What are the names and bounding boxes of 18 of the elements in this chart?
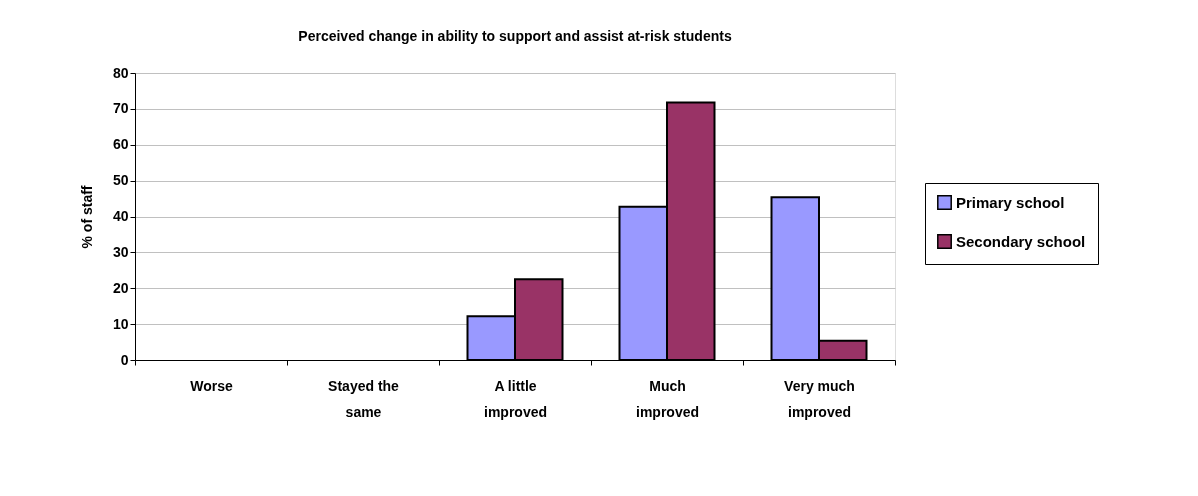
x-tick-label: Much improved: [635, 377, 700, 420]
y-tick-label: 0: [120, 351, 129, 368]
y-axis-title: % of staff: [78, 185, 95, 249]
x-tick-label: Stayed the same: [328, 377, 400, 420]
legend-label: Primary school: [956, 193, 1065, 211]
x-tick-label: Worse: [190, 377, 233, 394]
y-tick-label: 30: [112, 243, 129, 260]
y-tick-label: 20: [112, 279, 129, 296]
y-tick-label: 50: [112, 172, 129, 189]
y-tick-label: 80: [112, 64, 129, 81]
x-tick-label: Very much improved: [784, 377, 855, 420]
chart-title: Perceived change in ability to support and assist at-risk students: [298, 28, 732, 44]
x-tick-label: A little improved: [483, 377, 548, 420]
y-tick-label: 10: [112, 315, 129, 332]
legend-label: Secondary school: [956, 232, 1086, 250]
y-tick-label: 40: [112, 208, 129, 224]
y-tick-label: 70: [112, 100, 129, 117]
y-tick-label: 60: [112, 136, 129, 153]
